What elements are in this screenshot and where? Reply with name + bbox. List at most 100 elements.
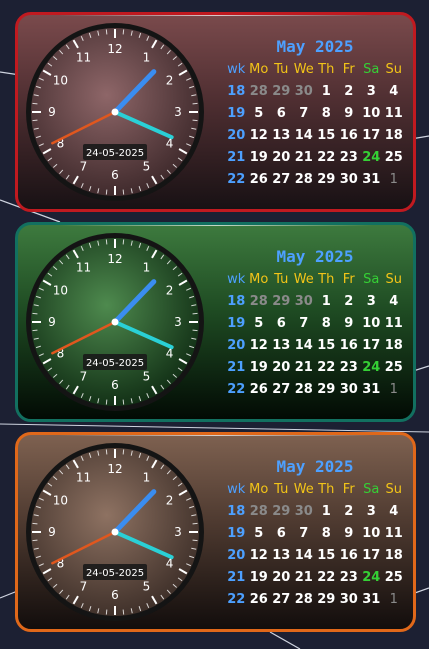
calendar-day[interactable]: 11 [384, 316, 403, 331]
calendar-day[interactable]: 30 [294, 294, 313, 309]
calendar-day[interactable]: 23 [339, 570, 358, 585]
calendar-day[interactable]: 25 [384, 150, 403, 165]
calendar-day[interactable]: 10 [362, 526, 381, 541]
calendar-day[interactable]: 30 [339, 172, 358, 187]
calendar-day[interactable]: 3 [366, 294, 376, 309]
calendar-day[interactable]: 5 [254, 106, 264, 121]
calendar-day[interactable]: 14 [294, 338, 313, 353]
calendar-day[interactable]: 30 [294, 504, 313, 519]
calendar-day[interactable]: 27 [272, 172, 291, 187]
calendar-day[interactable]: 26 [249, 382, 268, 397]
calendar-day[interactable]: 20 [272, 150, 291, 165]
calendar-day[interactable]: 6 [276, 526, 286, 541]
calendar-day[interactable]: 15 [317, 548, 336, 563]
calendar-day[interactable]: 19 [249, 150, 268, 165]
calendar-day[interactable]: 2 [344, 504, 354, 519]
calendar-day[interactable]: 21 [294, 150, 313, 165]
calendar-day[interactable]: 18 [384, 338, 403, 353]
calendar-day[interactable]: 1 [321, 294, 331, 309]
calendar-day[interactable]: 3 [366, 84, 376, 99]
calendar-day[interactable]: 12 [249, 548, 268, 563]
calendar-day[interactable]: 12 [249, 128, 268, 143]
calendar-day[interactable]: 19 [249, 360, 268, 375]
calendar-day[interactable]: 5 [254, 316, 264, 331]
calendar-day[interactable]: 1 [321, 504, 331, 519]
calendar-day[interactable]: 19 [249, 570, 268, 585]
calendar-day[interactable]: 16 [339, 338, 358, 353]
calendar-day[interactable]: 25 [384, 360, 403, 375]
calendar-day[interactable]: 21 [294, 360, 313, 375]
calendar-day[interactable]: 14 [294, 548, 313, 563]
calendar-day[interactable]: 7 [299, 106, 309, 121]
calendar-day[interactable]: 7 [299, 526, 309, 541]
calendar-day[interactable]: 9 [344, 106, 354, 121]
calendar-day[interactable]: 9 [344, 316, 354, 331]
calendar-day[interactable]: 3 [366, 504, 376, 519]
calendar-day[interactable]: 4 [389, 84, 399, 99]
calendar-day[interactable]: 26 [249, 172, 268, 187]
calendar-day[interactable]: 10 [362, 106, 381, 121]
calendar-day[interactable]: 16 [339, 128, 358, 143]
calendar-day[interactable]: 30 [339, 382, 358, 397]
calendar-day[interactable]: 28 [294, 172, 313, 187]
calendar-day[interactable]: 13 [272, 338, 291, 353]
calendar-day[interactable]: 1 [389, 382, 398, 397]
calendar-day[interactable]: 1 [389, 172, 398, 187]
calendar-day[interactable]: 5 [254, 526, 264, 541]
calendar-day[interactable]: 29 [272, 84, 291, 99]
calendar-day[interactable]: 29 [272, 294, 291, 309]
calendar-day[interactable]: 6 [276, 316, 286, 331]
calendar-day[interactable]: 28 [294, 592, 313, 607]
calendar-day[interactable]: 8 [321, 526, 331, 541]
calendar-day[interactable]: 30 [339, 592, 358, 607]
calendar-day-today[interactable]: 24 [362, 570, 381, 585]
calendar-day[interactable]: 20 [272, 570, 291, 585]
calendar-day[interactable]: 13 [272, 548, 291, 563]
calendar-day[interactable]: 15 [317, 128, 336, 143]
calendar-day[interactable]: 29 [317, 172, 336, 187]
calendar-day[interactable]: 16 [339, 548, 358, 563]
calendar-day[interactable]: 18 [384, 548, 403, 563]
calendar-day[interactable]: 10 [362, 316, 381, 331]
calendar-day-today[interactable]: 24 [362, 150, 381, 165]
calendar-day[interactable]: 22 [317, 360, 336, 375]
calendar-day[interactable]: 6 [276, 106, 286, 121]
calendar-day[interactable]: 17 [362, 128, 381, 143]
calendar-day[interactable]: 22 [317, 150, 336, 165]
calendar-day[interactable]: 17 [362, 338, 381, 353]
calendar-day[interactable]: 26 [249, 592, 268, 607]
calendar-day[interactable]: 1 [389, 592, 398, 607]
calendar-day[interactable]: 27 [272, 382, 291, 397]
calendar-day[interactable]: 23 [339, 150, 358, 165]
calendar-day[interactable]: 12 [249, 338, 268, 353]
calendar-day[interactable]: 29 [272, 504, 291, 519]
calendar-day[interactable]: 29 [317, 382, 336, 397]
calendar-day[interactable]: 11 [384, 526, 403, 541]
calendar-day[interactable]: 1 [321, 84, 331, 99]
calendar-day[interactable]: 27 [272, 592, 291, 607]
calendar-day[interactable]: 31 [362, 172, 381, 187]
calendar-day[interactable]: 13 [272, 128, 291, 143]
calendar-day[interactable]: 8 [321, 106, 331, 121]
calendar-day[interactable]: 14 [294, 128, 313, 143]
calendar-day[interactable]: 7 [299, 316, 309, 331]
calendar-day[interactable]: 11 [384, 106, 403, 121]
calendar-day[interactable]: 9 [344, 526, 354, 541]
calendar-day[interactable]: 15 [317, 338, 336, 353]
calendar-day[interactable]: 30 [294, 84, 313, 99]
calendar-day[interactable]: 31 [362, 592, 381, 607]
calendar-day[interactable]: 22 [317, 570, 336, 585]
calendar-day[interactable]: 28 [249, 294, 268, 309]
calendar-day[interactable]: 28 [249, 84, 268, 99]
calendar-day[interactable]: 28 [249, 504, 268, 519]
calendar-day[interactable]: 2 [344, 84, 354, 99]
calendar-day[interactable]: 28 [294, 382, 313, 397]
calendar-day[interactable]: 18 [384, 128, 403, 143]
calendar-day[interactable]: 31 [362, 382, 381, 397]
calendar-day[interactable]: 23 [339, 360, 358, 375]
calendar-day[interactable]: 4 [389, 504, 399, 519]
calendar-day[interactable]: 17 [362, 548, 381, 563]
calendar-day[interactable]: 2 [344, 294, 354, 309]
calendar-day[interactable]: 29 [317, 592, 336, 607]
calendar-day[interactable]: 8 [321, 316, 331, 331]
